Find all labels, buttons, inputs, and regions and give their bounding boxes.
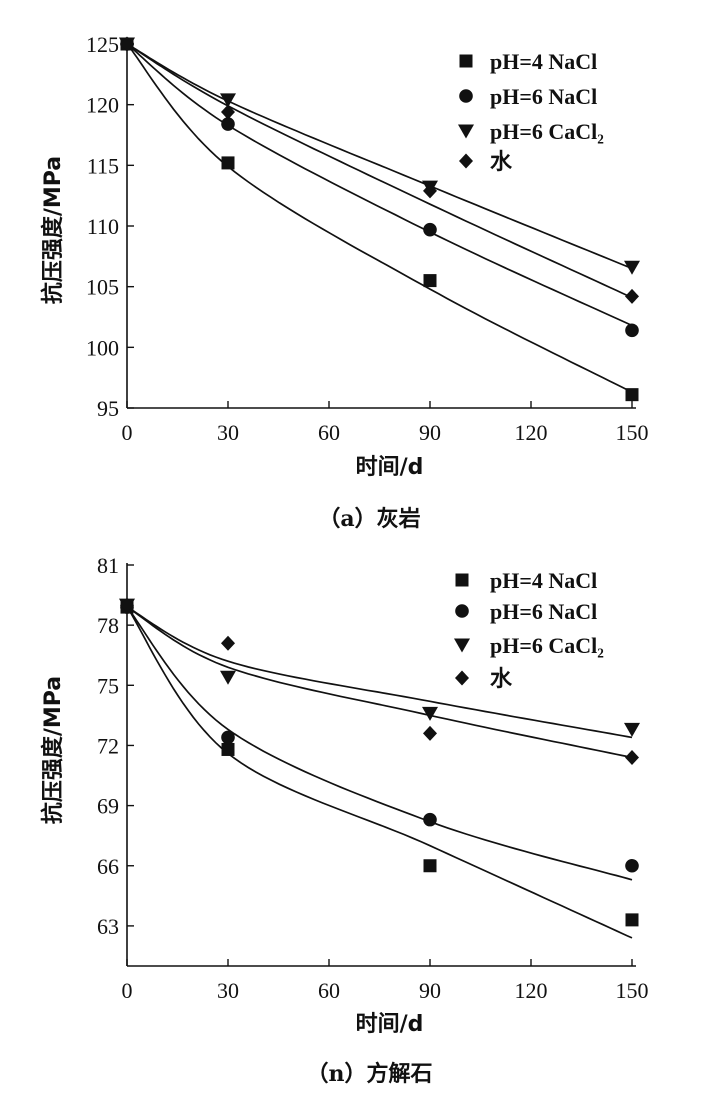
fit-curve bbox=[126, 606, 633, 939]
legend-label: 水 bbox=[490, 666, 513, 691]
data-point bbox=[423, 812, 437, 827]
legend-marker bbox=[455, 670, 469, 686]
y-tick-label: 105 bbox=[86, 275, 119, 300]
x-tick-label: 90 bbox=[419, 420, 441, 445]
data-point bbox=[422, 706, 438, 721]
x-tick-label: 60 bbox=[318, 978, 340, 1003]
data-point bbox=[221, 635, 235, 651]
data-point bbox=[625, 913, 639, 927]
x-tick-label: 0 bbox=[122, 978, 133, 1003]
legend-marker bbox=[459, 54, 473, 68]
data-point bbox=[221, 742, 235, 756]
legend-label: 水 bbox=[490, 149, 513, 174]
legend-marker bbox=[455, 573, 469, 587]
legend-label: pH=6 NaCl bbox=[490, 84, 597, 109]
y-tick-label: 115 bbox=[87, 153, 119, 178]
y-tick-label: 125 bbox=[86, 32, 119, 57]
legend-label: pH=6 CaCl₂ bbox=[490, 119, 604, 144]
data-point bbox=[625, 858, 639, 873]
data-point bbox=[423, 183, 437, 199]
fit-curve bbox=[126, 43, 633, 393]
legend-label: pH=4 NaCl bbox=[490, 49, 597, 74]
data-point bbox=[120, 36, 134, 52]
data-point bbox=[423, 274, 437, 288]
fit-curve bbox=[126, 43, 633, 270]
y-axis-label: 抗压强度/MPa bbox=[40, 156, 66, 304]
figure-caption: （a）灰岩 bbox=[318, 506, 420, 532]
x-tick-label: 30 bbox=[217, 420, 239, 445]
legend-marker bbox=[454, 638, 470, 653]
fit-curve bbox=[126, 43, 633, 327]
x-tick-label: 120 bbox=[515, 978, 548, 1003]
legend-label: pH=4 NaCl bbox=[490, 568, 597, 593]
fit-curve bbox=[126, 606, 633, 739]
x-tick-label: 90 bbox=[419, 978, 441, 1003]
data-point bbox=[625, 288, 639, 304]
y-axis-label: 抗压强度/MPa bbox=[40, 676, 66, 824]
x-tick-label: 60 bbox=[318, 420, 340, 445]
data-point bbox=[221, 156, 235, 170]
data-point bbox=[220, 670, 236, 685]
legend-marker bbox=[459, 89, 473, 103]
data-point bbox=[625, 388, 639, 402]
y-tick-label: 100 bbox=[86, 335, 119, 360]
data-point bbox=[625, 749, 639, 765]
legend-marker bbox=[458, 124, 474, 139]
x-axis-label: 时间/d bbox=[356, 1012, 424, 1037]
chart-panel: 0 30 60 90 120 150 63 66 69 72 75 78 81 时间/d 抗压强度/MPa p… bbox=[40, 553, 649, 1087]
x-tick-label: 150 bbox=[616, 978, 649, 1003]
legend-label: pH=6 NaCl bbox=[490, 599, 597, 624]
legend-marker bbox=[459, 153, 473, 169]
y-tick-label: 81 bbox=[97, 553, 119, 578]
x-axis-label: 时间/d bbox=[356, 455, 424, 480]
y-tick-label: 66 bbox=[97, 854, 119, 879]
data-point bbox=[624, 722, 640, 737]
data-point bbox=[624, 260, 640, 275]
legend-label: pH=6 CaCl₂ bbox=[490, 633, 604, 658]
x-tick-label: 30 bbox=[217, 978, 239, 1003]
data-point bbox=[221, 117, 235, 131]
legend-marker bbox=[455, 604, 469, 618]
data-point bbox=[221, 104, 235, 120]
data-point bbox=[423, 222, 437, 237]
data-point bbox=[423, 859, 437, 873]
data-point bbox=[120, 597, 134, 613]
fit-curve bbox=[126, 606, 633, 881]
y-tick-label: 78 bbox=[97, 613, 119, 638]
y-tick-label: 69 bbox=[97, 794, 119, 819]
data-point bbox=[423, 725, 437, 741]
chart-panel: 0 30 60 90 120 150 95 100 105 110 115 120 125 时间/d 抗压强… bbox=[40, 32, 649, 532]
data-point bbox=[220, 93, 236, 108]
y-tick-label: 120 bbox=[86, 93, 119, 118]
data-point bbox=[221, 730, 235, 745]
y-tick-label: 63 bbox=[97, 914, 119, 939]
x-tick-label: 0 bbox=[122, 420, 133, 445]
fit-curve bbox=[126, 606, 633, 759]
x-tick-label: 150 bbox=[616, 420, 649, 445]
fit-curve bbox=[126, 43, 633, 299]
data-point bbox=[625, 323, 639, 338]
y-tick-label: 110 bbox=[87, 214, 119, 239]
figure-caption: （n）方解石 bbox=[307, 1061, 433, 1087]
y-tick-label: 75 bbox=[97, 673, 119, 698]
y-tick-label: 72 bbox=[97, 733, 119, 758]
y-tick-label: 95 bbox=[97, 396, 119, 421]
x-tick-label: 120 bbox=[515, 420, 548, 445]
